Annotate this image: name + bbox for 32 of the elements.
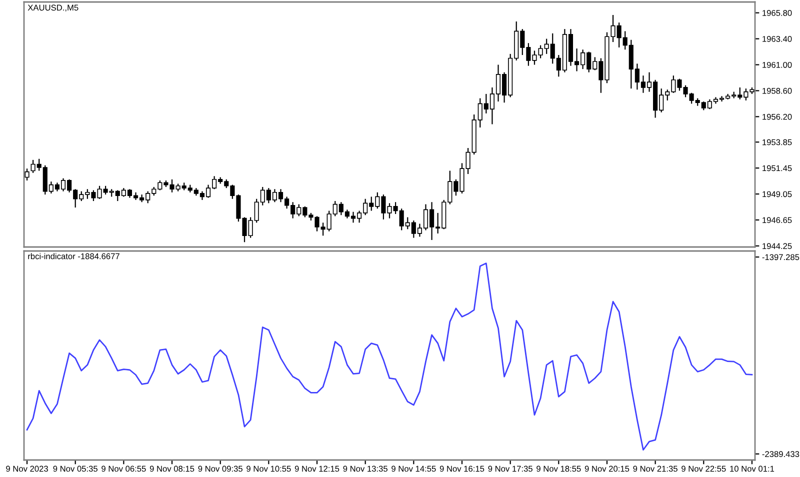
x-tick-label: 10 Nov 01:1 [730,466,774,472]
x-tick-label: 9 Nov 09:35 [198,466,242,472]
x-tick-label: 9 Nov 10:55 [246,466,291,472]
y-tick-label: -2389.433 [762,451,800,458]
x-tick-label: 9 Nov 16:15 [440,466,484,472]
y-tick-label: 1963.40 [762,36,792,42]
x-tick-label: 9 Nov 12:15 [294,466,340,472]
x-tick-label: 9 Nov 21:35 [633,466,678,472]
x-tick-label: 9 Nov 08:15 [150,466,194,472]
x-tick-label: 9 Nov 13:35 [343,466,388,472]
candlestick [24,168,30,182]
y-tick-label: 1951.45 [762,165,792,172]
y-tick-label: 1961.00 [762,62,792,68]
x-tick-label: 9 Nov 17:35 [488,466,532,472]
y-tick-label: 1956.20 [762,114,792,120]
y-tick-label: 1953.85 [762,139,792,146]
y-tick-label: 1965.80 [762,10,792,16]
y-tick-label: 1949.05 [762,191,792,198]
x-tick-label: 9 Nov 05:35 [53,466,98,472]
chart-title: XAUUSD.,M5 [28,4,78,12]
y-tick-label: 1944.25 [762,243,792,250]
y-tick-label: 1958.60 [762,88,792,94]
x-tick-label: 9 Nov 22:55 [682,466,726,472]
y-tick-label: 1946.65 [762,217,792,224]
y-tick-label: -1397.285 [762,254,800,260]
chart-title: rbci-indicator -1884.6677 [28,253,120,260]
line-series [26,262,753,451]
x-tick-label: 9 Nov 20:15 [584,466,630,472]
x-tick-label: 9 Nov 06:55 [102,466,146,472]
x-tick-label: 9 Nov 2023 [6,466,48,472]
x-tick-label: 9 Nov 18:55 [536,466,581,472]
x-tick-label: 9 Nov 14:55 [392,466,436,472]
